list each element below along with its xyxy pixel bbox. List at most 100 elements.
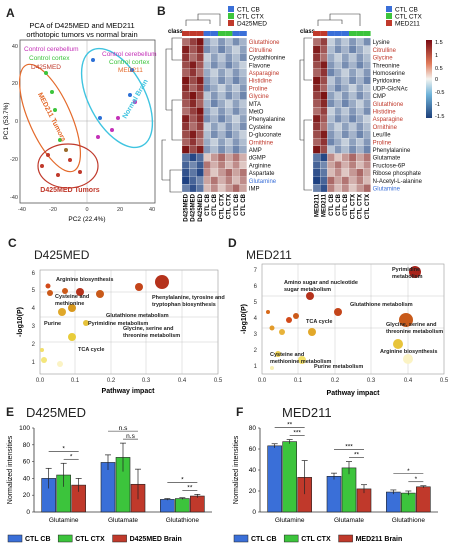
- pathway-d425med-xlabel: Pathway impact: [102, 388, 156, 395]
- class-bar-cell: [239, 31, 247, 36]
- heatmap-cell: [334, 114, 342, 123]
- heatmap-cell: [217, 176, 226, 185]
- bar: [175, 498, 190, 513]
- heatmap-cell: [348, 122, 357, 131]
- heatmap-row-label: AMP: [249, 148, 262, 154]
- heatmap-cell: [225, 60, 233, 69]
- svg-text:5: 5: [254, 300, 258, 306]
- svg-text:TCA cycle: TCA cycle: [78, 347, 104, 353]
- svg-text:0.5: 0.5: [214, 378, 223, 384]
- heatmap-cell: [320, 91, 328, 100]
- svg-text:0.1: 0.1: [71, 378, 80, 384]
- heatmap-cell: [327, 53, 335, 62]
- heatmap-cell: [334, 76, 342, 85]
- significance-label: ***: [345, 444, 353, 451]
- bar-chart-med211: 0 20 40 60 80 Normalized intensities Glutamine…: [233, 422, 438, 543]
- heatmap-cell: [327, 168, 335, 177]
- heatmap-cell: [232, 76, 240, 85]
- heatmap-cell: [341, 114, 350, 123]
- heatmap-cell: [312, 153, 321, 162]
- heatmap-cell: [334, 176, 342, 185]
- bar: [401, 492, 416, 513]
- heatmap-panel: CTL CB CTL CTX D425MED CTL CB CTL CTX ME…: [161, 6, 444, 222]
- heatmap-cell: [363, 145, 371, 154]
- heatmap-cell: [210, 84, 219, 92]
- panel-label-d: D: [228, 236, 237, 250]
- heatmap-cell: [239, 114, 247, 123]
- heatmap-cell: [196, 91, 204, 100]
- heatmap-cell: [334, 161, 342, 169]
- heatmap-row-label: Glutamine: [249, 179, 277, 185]
- heatmap-cell: [189, 76, 197, 85]
- heatmap-cell: [181, 107, 190, 116]
- heatmap-cell: [217, 122, 226, 131]
- heatmap-cell: [210, 37, 219, 46]
- heatmap-cell: [210, 168, 219, 177]
- heatmap-cell: [189, 99, 197, 108]
- pathway-d425med-annotations: Arginine biosynthesis Cysteine and methi…: [44, 277, 225, 353]
- heatmap-cell: [217, 76, 226, 85]
- heatmap-cell: [341, 84, 350, 92]
- heatmap-cell: [232, 37, 240, 46]
- heatmap-cell: [225, 76, 233, 85]
- heatmap-cell: [334, 153, 342, 162]
- heatmap-cell: [181, 68, 190, 77]
- heatmap-cell: [225, 130, 233, 139]
- heatmap-cell: [348, 168, 357, 177]
- svg-text:6: 6: [254, 284, 258, 290]
- heatmap-cell: [356, 107, 364, 116]
- heatmap-row-label: D-gluconate: [249, 133, 282, 139]
- heatmap-col-label: D425MED: [198, 193, 204, 221]
- heatmap-cell: [356, 176, 364, 185]
- svg-text:-1: -1: [435, 102, 440, 108]
- heatmap-row-label: Histidine: [249, 79, 273, 85]
- svg-text:20: 20: [12, 81, 18, 87]
- heatmap-cell: [312, 37, 321, 46]
- heatmap-row-label: Glycine: [373, 56, 394, 62]
- heatmap-cell: [225, 53, 233, 62]
- heatmap-cell: [181, 145, 190, 154]
- bar-y-tick: 20: [23, 492, 31, 499]
- svg-text:0: 0: [15, 119, 18, 125]
- heatmap-cell: [203, 184, 211, 193]
- heatmap-cell: [203, 53, 211, 62]
- heatmap-cell: [334, 122, 342, 131]
- heatmap-cell: [356, 99, 364, 108]
- heatmap-col-label: CTL CB: [343, 193, 349, 216]
- heatmap-cell: [356, 122, 364, 131]
- bar-chart-d425med: 0 20 40 60 80 100 Normalized intensities Glutam…: [7, 425, 212, 543]
- heatmap-cell: [320, 99, 328, 108]
- heatmap-cell: [341, 99, 350, 108]
- heatmap-cell: [181, 130, 190, 139]
- heatmap-cell: [312, 45, 321, 54]
- heatmap-cell: [312, 122, 321, 131]
- bar-category-label: Glutamine: [275, 517, 305, 524]
- heatmap-cell: [232, 184, 240, 193]
- heatmap-cell: [348, 130, 357, 139]
- heatmap-cell: [203, 130, 211, 139]
- bar-y-tick: 0: [26, 509, 30, 516]
- heatmap-cell: [181, 138, 190, 146]
- bar-y-tick: 100: [19, 425, 30, 432]
- svg-text:3: 3: [254, 332, 258, 338]
- pca-xticks: -40 -20 0 20 40: [18, 207, 155, 213]
- heatmap-cell: [363, 45, 371, 54]
- heatmap-cell: [217, 37, 226, 46]
- heatmap-col-label: CTL CB: [212, 193, 218, 216]
- heatmap-cell: [312, 161, 321, 169]
- heatmap-cell: [239, 138, 247, 146]
- heatmap-col-label: CTL CTX: [219, 194, 225, 219]
- heatmap-cell: [210, 76, 219, 85]
- colorbar-ticks: 1.5 1 0.5 0 -0.5 -1 -1.5: [435, 40, 444, 120]
- svg-text:D425MED: D425MED: [237, 21, 267, 28]
- heatmap-cell: [232, 45, 240, 54]
- heatmap-cell: [239, 176, 247, 185]
- heatmap-cell: [348, 138, 357, 146]
- heatmap-cell: [189, 45, 197, 54]
- heatmap-cell: [189, 145, 197, 154]
- heatmap-cell: [312, 184, 321, 193]
- heatmap-cell: [356, 168, 364, 177]
- heatmap-cell: [217, 53, 226, 62]
- legend-label: CTL CTX: [301, 536, 331, 543]
- heatmap-cell: [181, 161, 190, 169]
